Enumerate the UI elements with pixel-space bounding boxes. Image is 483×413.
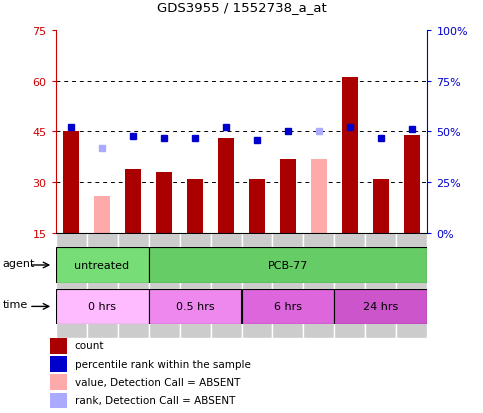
Bar xyxy=(149,233,180,339)
Bar xyxy=(187,179,203,233)
Bar xyxy=(86,233,117,339)
Bar xyxy=(218,139,234,233)
Bar xyxy=(342,78,358,233)
Bar xyxy=(280,159,296,233)
Text: value, Detection Call = ABSENT: value, Detection Call = ABSENT xyxy=(74,377,240,387)
Bar xyxy=(366,233,397,339)
Bar xyxy=(373,179,389,233)
Bar xyxy=(63,132,79,233)
Bar xyxy=(303,233,334,339)
Text: 6 hrs: 6 hrs xyxy=(274,301,302,312)
Bar xyxy=(94,196,110,233)
Bar xyxy=(50,338,67,354)
Bar xyxy=(397,233,427,339)
Text: 0.5 hrs: 0.5 hrs xyxy=(176,301,214,312)
Bar xyxy=(50,375,67,390)
Text: count: count xyxy=(74,341,104,351)
Text: rank, Detection Call = ABSENT: rank, Detection Call = ABSENT xyxy=(74,395,235,405)
Bar xyxy=(311,159,327,233)
Bar xyxy=(149,289,242,324)
Bar xyxy=(404,135,420,233)
Bar xyxy=(334,233,366,339)
Bar xyxy=(180,233,211,339)
Bar xyxy=(56,233,86,339)
Bar xyxy=(242,289,334,324)
Bar xyxy=(334,289,427,324)
Text: 0 hrs: 0 hrs xyxy=(88,301,116,312)
Bar xyxy=(156,173,172,233)
Text: PCB-77: PCB-77 xyxy=(268,260,308,271)
Text: untreated: untreated xyxy=(74,260,129,271)
Text: percentile rank within the sample: percentile rank within the sample xyxy=(74,359,250,369)
Bar xyxy=(125,169,141,233)
Text: GDS3955 / 1552738_a_at: GDS3955 / 1552738_a_at xyxy=(156,2,327,14)
Text: time: time xyxy=(2,299,28,310)
Bar xyxy=(56,289,149,324)
Text: 24 hrs: 24 hrs xyxy=(363,301,398,312)
Bar xyxy=(242,233,272,339)
Bar xyxy=(117,233,149,339)
Bar xyxy=(272,233,303,339)
Bar xyxy=(149,248,427,283)
Bar xyxy=(50,393,67,408)
Bar xyxy=(56,248,149,283)
Bar xyxy=(211,233,242,339)
Text: agent: agent xyxy=(2,258,35,268)
Bar xyxy=(249,179,265,233)
Bar xyxy=(50,356,67,373)
